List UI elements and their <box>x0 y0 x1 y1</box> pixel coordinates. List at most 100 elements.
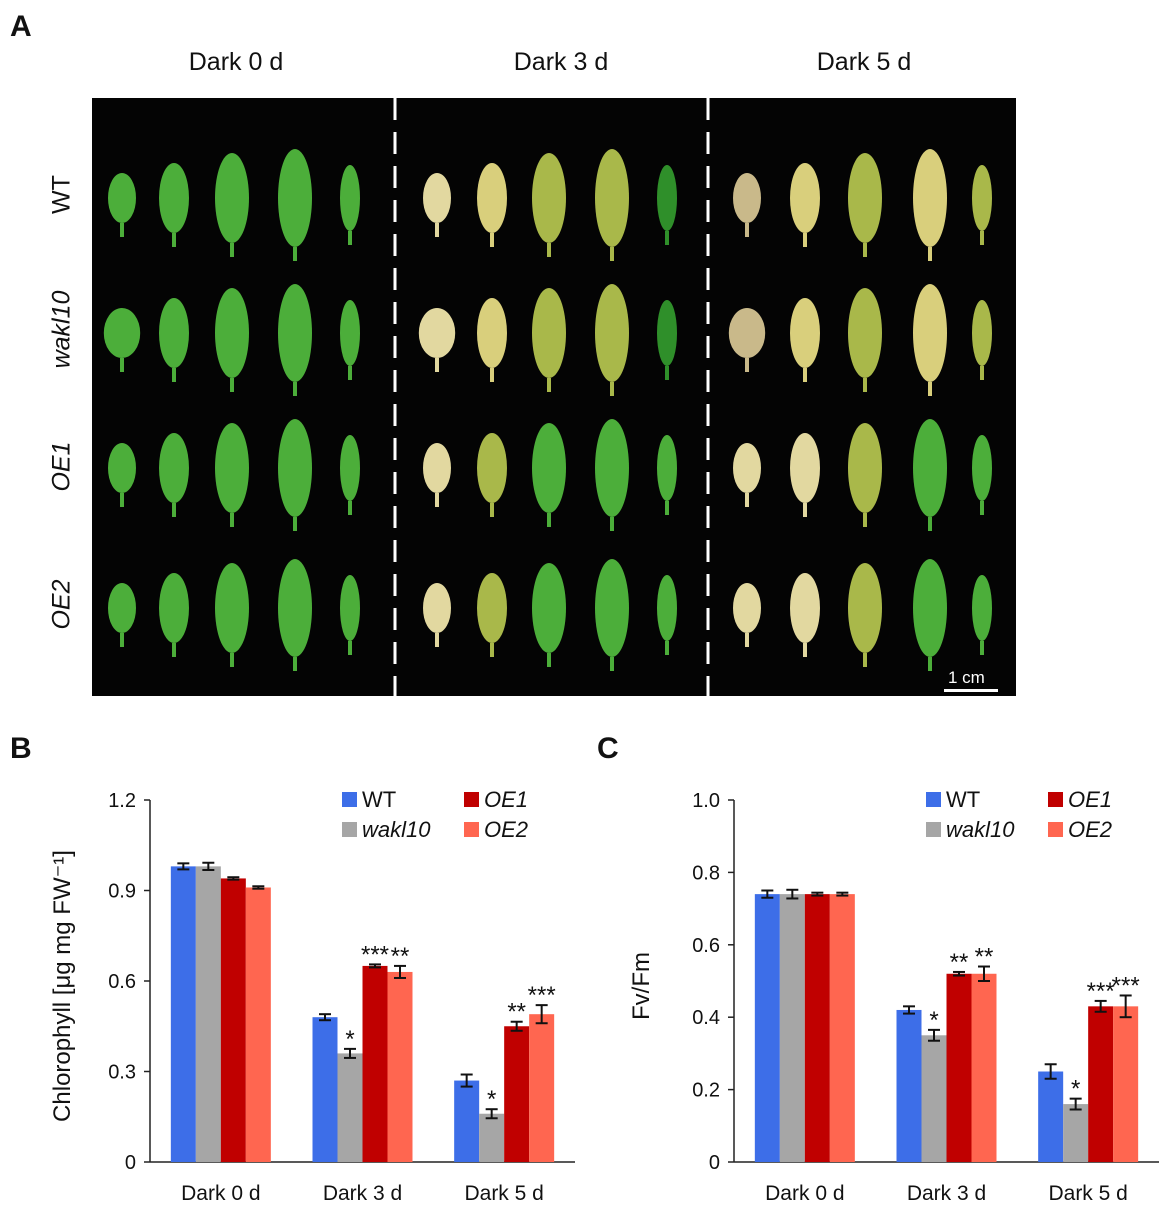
y-tick-label: 0.4 <box>692 1007 720 1029</box>
leaf <box>278 559 312 657</box>
leaf <box>790 298 820 368</box>
bar <box>362 965 388 1162</box>
significance-mark: ** <box>975 944 994 971</box>
leaf <box>657 165 677 231</box>
leaf <box>532 288 566 378</box>
y-axis-label: Fv/Fm <box>628 952 655 1020</box>
leaf <box>728 308 766 358</box>
leaf <box>913 559 947 657</box>
leaf <box>913 149 947 247</box>
x-tick-label: Dark 3 d <box>323 1182 402 1205</box>
leaf-photo: 1 cm <box>92 98 1016 696</box>
leaf <box>103 308 141 358</box>
bar <box>479 1113 505 1162</box>
bar <box>220 878 246 1162</box>
leaf <box>848 288 882 378</box>
legend-swatch <box>342 792 357 807</box>
legend-label: OE1 <box>484 787 528 812</box>
leaf <box>595 559 629 657</box>
bar <box>170 866 196 1162</box>
significance-mark: * <box>929 1007 938 1034</box>
leaf <box>972 300 992 366</box>
legend-label: OE2 <box>484 817 528 842</box>
leaf <box>657 575 677 641</box>
bar <box>829 894 855 1162</box>
leaf <box>733 173 761 223</box>
leaf <box>278 284 312 382</box>
y-tick-label: 1.0 <box>692 790 720 812</box>
x-tick-label: Dark 0 d <box>181 1182 260 1205</box>
y-tick-label: 0.2 <box>692 1080 720 1102</box>
significance-mark: * <box>487 1086 496 1113</box>
bar <box>779 894 805 1162</box>
leaf <box>657 300 677 366</box>
leaf-photo-drawing <box>103 98 992 696</box>
row-label-oe1: OE1 <box>47 441 76 492</box>
leaf <box>595 149 629 247</box>
leaf <box>278 419 312 517</box>
bar <box>754 894 780 1162</box>
leaf <box>423 173 451 223</box>
leaf <box>477 298 507 368</box>
y-tick-label: 0.6 <box>692 935 720 957</box>
panel-a-letter: A <box>10 10 32 43</box>
bar <box>896 1009 922 1162</box>
leaf <box>733 443 761 493</box>
legend-label: WT <box>362 787 396 812</box>
leaf <box>340 300 360 366</box>
y-tick-label: 0 <box>709 1152 720 1174</box>
leaf <box>215 563 249 653</box>
leaf <box>418 308 456 358</box>
significance-mark: *** <box>361 941 389 968</box>
bar <box>245 887 271 1162</box>
leaf <box>972 165 992 231</box>
leaf <box>423 443 451 493</box>
bar <box>454 1080 480 1162</box>
x-tick-label: Dark 3 d <box>907 1182 986 1205</box>
legend-label: OE2 <box>1068 817 1112 842</box>
leaf <box>790 433 820 503</box>
leaf <box>423 583 451 633</box>
leaf <box>477 573 507 643</box>
bar <box>195 866 221 1162</box>
leaf <box>278 149 312 247</box>
leaf <box>848 423 882 513</box>
bar <box>971 973 997 1162</box>
leaf <box>790 573 820 643</box>
leaf <box>215 153 249 243</box>
legend-label: wakl10 <box>362 817 431 842</box>
x-tick-label: Dark 0 d <box>765 1182 844 1205</box>
leaf <box>215 423 249 513</box>
bar <box>1038 1071 1064 1162</box>
y-tick-label: 0.8 <box>692 862 720 884</box>
significance-mark: ** <box>507 999 526 1026</box>
bar <box>337 1053 363 1162</box>
y-tick-label: 1.2 <box>108 790 136 812</box>
chlorophyll-chart: 0 0.3 0.6 0.9 1.2 Chlorophyll [μg mg FW⁻¹] Dar… <box>49 787 575 1205</box>
significance-mark: *** <box>528 982 556 1009</box>
x-tick-label: Dark 5 d <box>1048 1182 1127 1205</box>
legend-swatch <box>342 822 357 837</box>
column-title-dark-3d: Dark 3 d <box>513 48 609 76</box>
legend-label: WT <box>946 787 980 812</box>
panel-b-letter: B <box>10 732 32 765</box>
leaf <box>340 575 360 641</box>
significance-mark: ** <box>950 949 969 976</box>
leaf <box>790 163 820 233</box>
leaf <box>848 563 882 653</box>
leaf <box>733 583 761 633</box>
bar <box>804 894 830 1162</box>
scale-bar <box>944 689 998 692</box>
column-title-dark-0d: Dark 0 d <box>188 48 284 76</box>
leaf <box>532 563 566 653</box>
leaf <box>108 443 136 493</box>
bar <box>1063 1104 1089 1162</box>
x-tick-label: Dark 5 d <box>464 1182 543 1205</box>
leaf <box>532 423 566 513</box>
bar <box>387 971 413 1162</box>
bar <box>1088 1006 1114 1162</box>
leaf <box>159 433 189 503</box>
leaf <box>108 173 136 223</box>
leaf <box>657 435 677 501</box>
